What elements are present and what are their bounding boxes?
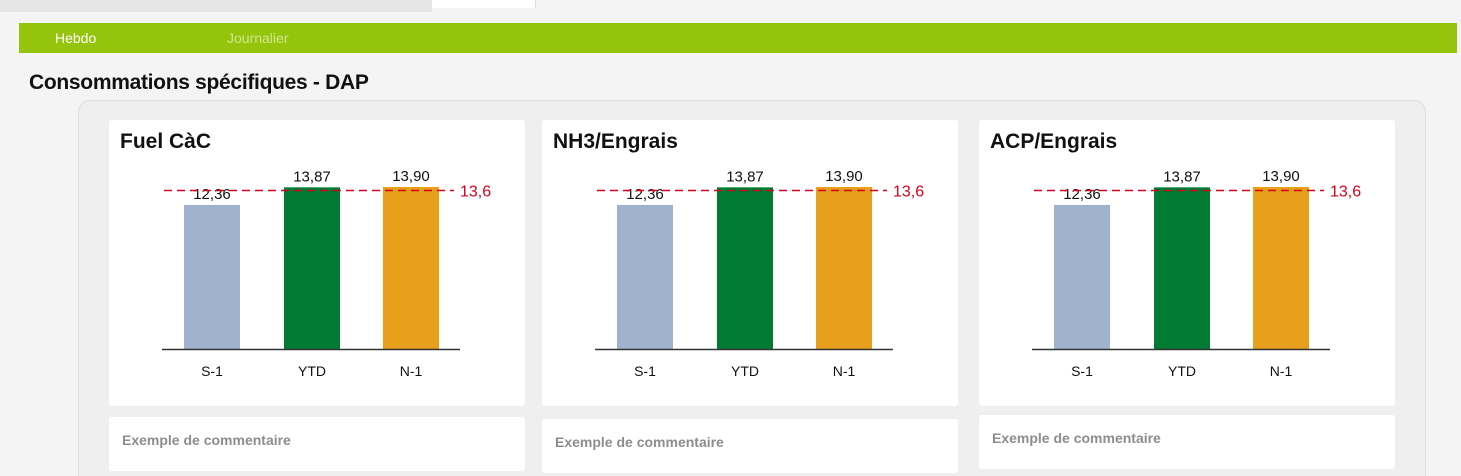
bar-ytd <box>1154 187 1210 349</box>
data-label: 13,87 <box>293 168 331 185</box>
category-label: YTD <box>1168 363 1196 379</box>
data-label: 13,87 <box>726 168 764 185</box>
bar-s-1 <box>1054 204 1110 349</box>
tab-journalier[interactable]: Journalier <box>227 30 289 46</box>
tab-bar: Hebdo Journalier <box>19 23 1457 53</box>
category-label: S-1 <box>1071 363 1093 379</box>
comment-box[interactable]: Exemple de commentaire <box>979 415 1395 469</box>
bar-ytd <box>284 187 340 349</box>
target-label: 13,6 <box>1330 183 1361 200</box>
category-label: YTD <box>298 363 326 379</box>
comment-text: Exemple de commentaire <box>992 430 1161 446</box>
bar-n-1 <box>1253 187 1309 349</box>
top-strip-tab <box>432 0 536 8</box>
chart-card: 12,36 S-1 13,87 YTD 13,90 N-1 13,6 NH3/Engrais <box>542 120 958 406</box>
category-label: N-1 <box>400 363 423 379</box>
bar-chart: 12,36 S-1 13,87 YTD 13,90 N-1 13,6 <box>1032 168 1361 379</box>
data-label: 13,90 <box>1262 168 1300 185</box>
data-label: 12,36 <box>626 186 664 203</box>
data-label: 13,90 <box>392 168 430 185</box>
category-label: S-1 <box>201 363 223 379</box>
category-label: S-1 <box>634 363 656 379</box>
bar-chart: 12,36 S-1 13,87 YTD 13,90 N-1 13,6 <box>595 168 924 379</box>
bar-chart: 12,36 S-1 13,87 YTD 13,90 N-1 13,6 <box>162 168 491 379</box>
page-title: Consommations spécifiques - DAP <box>29 71 369 94</box>
top-strip-bar <box>0 0 432 12</box>
comment-text: Exemple de commentaire <box>555 434 724 450</box>
data-label: 12,36 <box>193 186 231 203</box>
top-strip <box>0 0 1461 14</box>
data-label: 13,87 <box>1163 168 1201 185</box>
bar-s-1 <box>184 204 240 349</box>
data-label: 12,36 <box>1063 186 1101 203</box>
chart-title: Fuel CàC <box>120 130 212 153</box>
comment-box[interactable]: Exemple de commentaire <box>109 417 525 471</box>
target-label: 13,6 <box>460 183 491 200</box>
chart-title: NH3/Engrais <box>553 130 678 153</box>
chart-title: ACP/Engrais <box>990 130 1118 153</box>
bar-n-1 <box>383 187 439 349</box>
category-label: N-1 <box>1270 363 1293 379</box>
category-label: YTD <box>731 363 759 379</box>
target-label: 13,6 <box>893 183 924 200</box>
comment-box[interactable]: Exemple de commentaire <box>542 419 958 473</box>
bar-s-1 <box>617 204 673 349</box>
chart-card: 12,36 S-1 13,87 YTD 13,90 N-1 13,6 Fuel CàC <box>109 120 525 406</box>
comment-text: Exemple de commentaire <box>122 432 291 448</box>
bar-n-1 <box>816 187 872 349</box>
chart-card: 12,36 S-1 13,87 YTD 13,90 N-1 13,6 ACP/Engrais <box>979 120 1395 406</box>
category-label: N-1 <box>833 363 856 379</box>
tab-hebdo[interactable]: Hebdo <box>55 30 97 46</box>
data-label: 13,90 <box>825 168 863 185</box>
bar-ytd <box>717 187 773 349</box>
